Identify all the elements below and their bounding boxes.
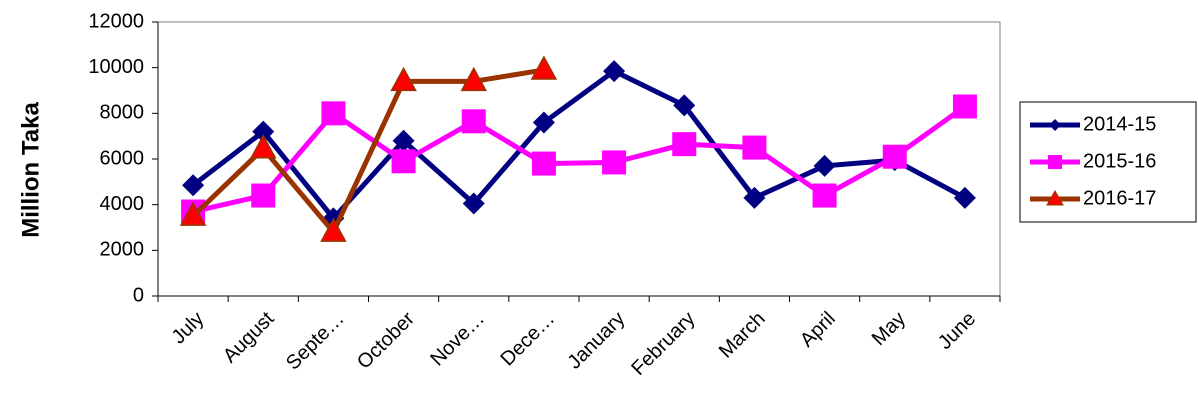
series-line — [191, 67, 545, 235]
data-point — [813, 154, 836, 177]
data-point — [391, 149, 416, 174]
y-tick-label: 8000 — [100, 102, 145, 124]
data-point — [531, 151, 556, 176]
x-tick-label: June — [934, 308, 980, 354]
data-point — [742, 135, 767, 160]
data-point — [672, 132, 697, 157]
data-point — [882, 144, 907, 169]
data-point — [390, 66, 417, 92]
series-line — [191, 68, 967, 221]
x-tick-label: February — [627, 308, 699, 380]
data-point — [249, 134, 277, 159]
x-tick-label: March — [715, 308, 770, 363]
x-tick-label: April — [796, 308, 840, 352]
y-axis-title: Million Taka — [17, 102, 44, 238]
x-tick-label: Nove… — [426, 308, 489, 371]
x-tick-label: Septe… — [282, 308, 349, 375]
data-point — [321, 101, 346, 126]
data-point — [953, 186, 976, 209]
legend-label: 2015-16 — [1083, 150, 1156, 172]
data-point — [673, 94, 696, 117]
legend-label: 2014-15 — [1083, 113, 1156, 135]
series-line — [192, 104, 967, 214]
data-point — [532, 111, 555, 134]
data-point — [952, 94, 977, 119]
data-point — [462, 192, 485, 215]
legend-label: 2016-17 — [1083, 187, 1156, 209]
data-point — [392, 129, 415, 152]
x-tick-label: Dece… — [496, 308, 559, 371]
data-point — [743, 186, 766, 209]
legend-marker — [1048, 155, 1062, 169]
data-point — [251, 183, 276, 208]
data-point — [460, 66, 488, 92]
x-tick-label: July — [168, 308, 209, 349]
y-tick-label: 0 — [133, 284, 144, 306]
legend-marker — [1046, 189, 1064, 206]
data-point — [461, 109, 486, 134]
data-point — [320, 217, 347, 242]
y-tick-label: 10000 — [88, 56, 144, 78]
data-point — [530, 55, 558, 80]
y-tick-label: 4000 — [100, 193, 145, 215]
y-tick-label: 2000 — [100, 239, 145, 261]
data-point — [602, 150, 627, 175]
legend-marker — [1049, 119, 1061, 131]
x-tick-label: May — [868, 308, 910, 350]
data-point — [252, 120, 275, 143]
data-point — [179, 201, 207, 226]
data-point — [182, 174, 205, 197]
x-tick-label: January — [563, 308, 629, 374]
data-point — [812, 183, 837, 208]
y-tick-label: 12000 — [88, 10, 144, 32]
x-tick-label: October — [353, 307, 419, 373]
y-tick-label: 6000 — [100, 147, 145, 169]
data-point — [603, 60, 626, 83]
x-tick-label: August — [219, 307, 279, 367]
